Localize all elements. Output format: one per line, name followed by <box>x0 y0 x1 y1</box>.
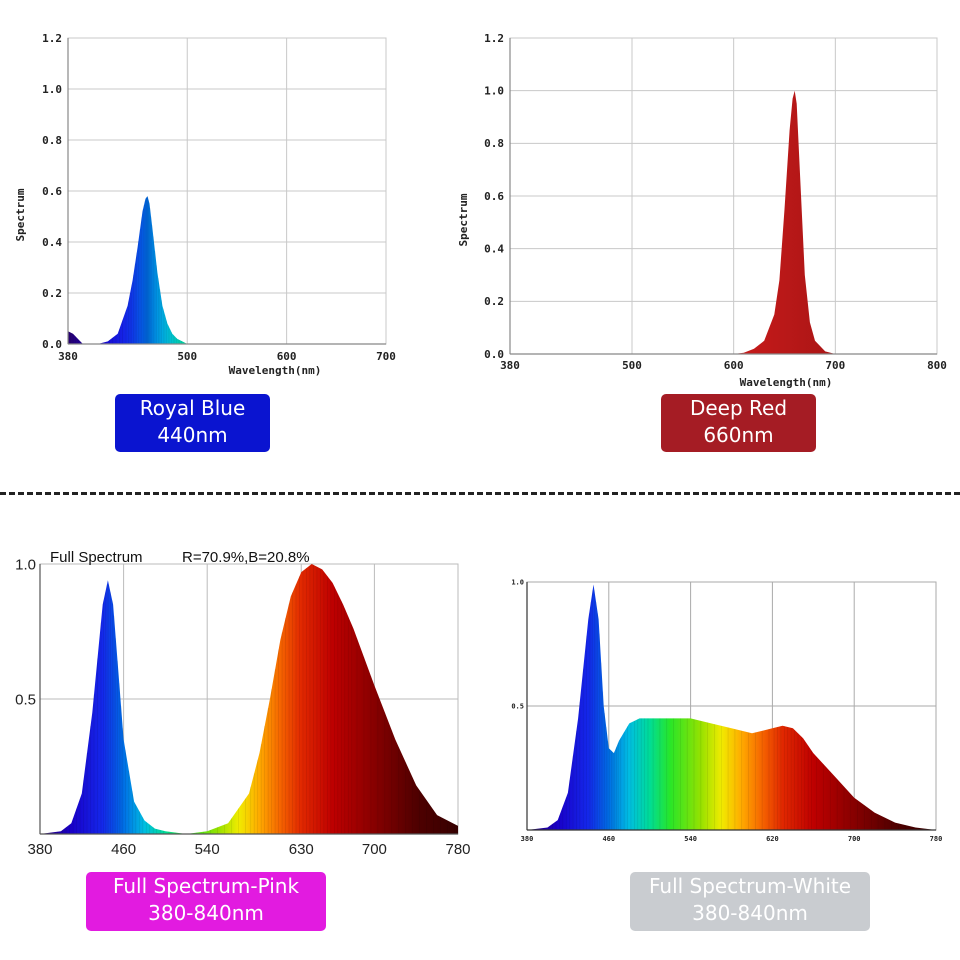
badge-line1: Full Spectrum-Pink <box>112 874 300 898</box>
x-tick-label: 540 <box>684 835 697 843</box>
x-tick-label: 380 <box>500 359 520 372</box>
y-tick-label: 0.5 <box>15 691 36 708</box>
y-tick-label: 0.0 <box>42 338 62 351</box>
y-tick-label: 0.4 <box>484 243 504 256</box>
badge-line2: 380-840nm <box>692 901 808 925</box>
y-tick-label: 0.4 <box>42 236 62 249</box>
badge-full-spectrum-white: Full Spectrum-White 380-840nm <box>630 872 870 931</box>
chart-full-spectrum-pink-svg: 0.51.0 380 460 540 630 700 780 Full Spectrum … <box>15 549 470 858</box>
x-tick-label: 380 <box>27 841 52 858</box>
chart-full-spectrum-white: 0.5 1.0 380 460 540 620 700 780 <box>490 560 960 850</box>
x-tick-label: 700 <box>362 841 387 858</box>
x-tick-label: 460 <box>111 841 136 858</box>
x-tick-label: 600 <box>724 359 744 372</box>
y-axis-label: Spectrum <box>457 193 470 246</box>
x-tick-label: 500 <box>177 350 197 363</box>
badge-royal-blue: Royal Blue 440nm <box>115 394 270 452</box>
x-axis-label: Wavelength(nm) <box>229 364 322 377</box>
badge-line1: Royal Blue <box>139 396 246 420</box>
y-tick-label: 0.8 <box>484 137 504 150</box>
x-tick-label: 700 <box>825 359 845 372</box>
section-divider <box>0 492 960 495</box>
chart-royal-blue: 0.0 0.2 0.4 0.6 0.8 1.0 1.2 380 500 600 700 Spect… <box>0 20 420 390</box>
badge-line2: 660nm <box>703 423 774 447</box>
y-tick-label: 0.2 <box>42 287 62 300</box>
chart-title: Full Spectrum <box>50 549 143 566</box>
badge-deep-red: Deep Red 660nm <box>661 394 816 452</box>
spectrum-area <box>527 584 936 830</box>
spectrum-area <box>40 564 458 834</box>
y-tick-label: 1.0 <box>42 83 62 96</box>
x-axis-label: Wavelength(nm) <box>740 376 833 389</box>
chart-full-spectrum-pink: 0.5 1.0 380 460 540 630 700 780 Full Spectrum … <box>0 530 480 870</box>
x-tick-label: 700 <box>848 835 861 843</box>
y-tick-label: 0.2 <box>484 295 504 308</box>
y-tick-label: 1.2 <box>42 32 62 45</box>
y-axis-label: Spectrum <box>14 188 27 241</box>
chart-full-spectrum-white-svg: 0.5 1.0 380 460 540 620 700 780 <box>511 578 943 843</box>
chart-royal-blue-svg: 0.0 0.2 0.4 0.6 0.8 1.0 1.2 380 500 600 700 Spect… <box>14 32 396 377</box>
y-tick-label: 0.6 <box>484 190 504 203</box>
x-tick-label: 460 <box>602 835 615 843</box>
y-tick-label: 0.8 <box>42 134 62 147</box>
badge-line1: Full Spectrum-White <box>648 874 852 898</box>
chart-deep-red-svg: 0.0 0.2 0.4 0.6 0.8 1.0 1.2 380 500 600 700 800 Sp… <box>457 32 947 389</box>
spectrum-area <box>68 196 188 344</box>
y-tick-label: 1.0 <box>484 85 504 98</box>
y-tick-label: 1.0 <box>511 578 524 586</box>
badge-full-spectrum-pink: Full Spectrum-Pink 380-840nm <box>86 872 326 931</box>
y-tick-label: 1.0 <box>15 556 36 573</box>
x-tick-label: 800 <box>927 359 947 372</box>
y-tick-label: 0.5 <box>511 702 524 710</box>
x-tick-label: 380 <box>521 835 534 843</box>
x-tick-label: 780 <box>930 835 943 843</box>
x-tick-label: 620 <box>766 835 779 843</box>
y-tick-label: 1.2 <box>484 32 504 45</box>
x-tick-label: 500 <box>622 359 642 372</box>
badge-line2: 440nm <box>157 423 228 447</box>
x-tick-label: 540 <box>195 841 220 858</box>
x-tick-label: 380 <box>58 350 78 363</box>
x-tick-label: 630 <box>289 841 314 858</box>
x-tick-label: 600 <box>277 350 297 363</box>
x-tick-label: 780 <box>445 841 470 858</box>
chart-deep-red: 0.0 0.2 0.4 0.6 0.8 1.0 1.2 380 500 600 700 800 Sp… <box>450 20 960 395</box>
x-tick-label: 700 <box>376 350 396 363</box>
badge-line2: 380-840nm <box>148 901 264 925</box>
chart-annotation: R=70.9%,B=20.8% <box>182 549 310 566</box>
y-tick-label: 0.0 <box>484 348 504 361</box>
y-tick-label: 0.6 <box>42 185 62 198</box>
badge-line1: Deep Red <box>689 396 788 420</box>
